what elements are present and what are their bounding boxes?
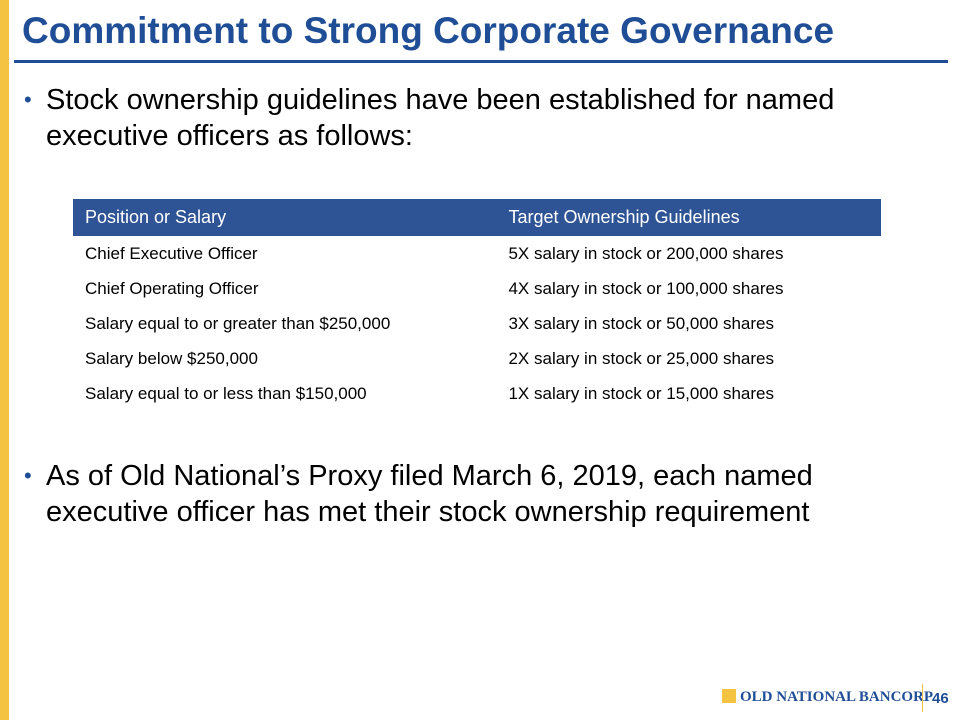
title-rule bbox=[14, 60, 948, 63]
table-cell: Salary equal to or less than $150,000 bbox=[85, 383, 367, 403]
table-row: Salary below $250,000 2X salary in stock … bbox=[73, 341, 881, 376]
column-header: Target Ownership Guidelines bbox=[496, 199, 881, 236]
table-row: Chief Operating Officer 4X salary in stoc… bbox=[73, 271, 881, 306]
separator bbox=[922, 684, 923, 712]
column-header: Position or Salary bbox=[73, 199, 497, 236]
table-cell: 3X salary in stock or 50,000 shares bbox=[508, 313, 774, 333]
table-cell: 4X salary in stock or 100,000 shares bbox=[508, 278, 784, 298]
table-cell: 2X salary in stock or 25,000 shares bbox=[508, 348, 774, 368]
bullet: As of Old National’s Proxy filed March 6… bbox=[24, 458, 926, 530]
table: Position or Salary Target Ownership Guide… bbox=[73, 199, 881, 411]
table-row: Chief Executive Officer 5X salary in stoc… bbox=[73, 236, 881, 271]
table-cell: 5X salary in stock or 200,000 shares bbox=[508, 243, 784, 263]
page-number: 46 bbox=[932, 690, 949, 707]
table-cell: Salary equal to or greater than $250,000 bbox=[85, 313, 391, 333]
title: Commitment to Strong Corporate Governanc… bbox=[22, 10, 835, 51]
logo: OLD NATIONAL BANCORP bbox=[722, 689, 933, 706]
table-cell: Chief Executive Officer bbox=[85, 243, 258, 263]
table-cell: Salary below $250,000 bbox=[85, 348, 258, 368]
table-cell: Chief Operating Officer bbox=[85, 278, 259, 298]
accent-bar bbox=[0, 0, 9, 720]
table-row: Salary equal to or less than $150,000 1X … bbox=[73, 376, 881, 411]
table-cell: 1X salary in stock or 15,000 shares bbox=[508, 383, 774, 403]
table-row: Salary equal to or greater than $250,000… bbox=[73, 306, 881, 341]
bullet: Stock ownership guidelines have been est… bbox=[24, 82, 926, 154]
